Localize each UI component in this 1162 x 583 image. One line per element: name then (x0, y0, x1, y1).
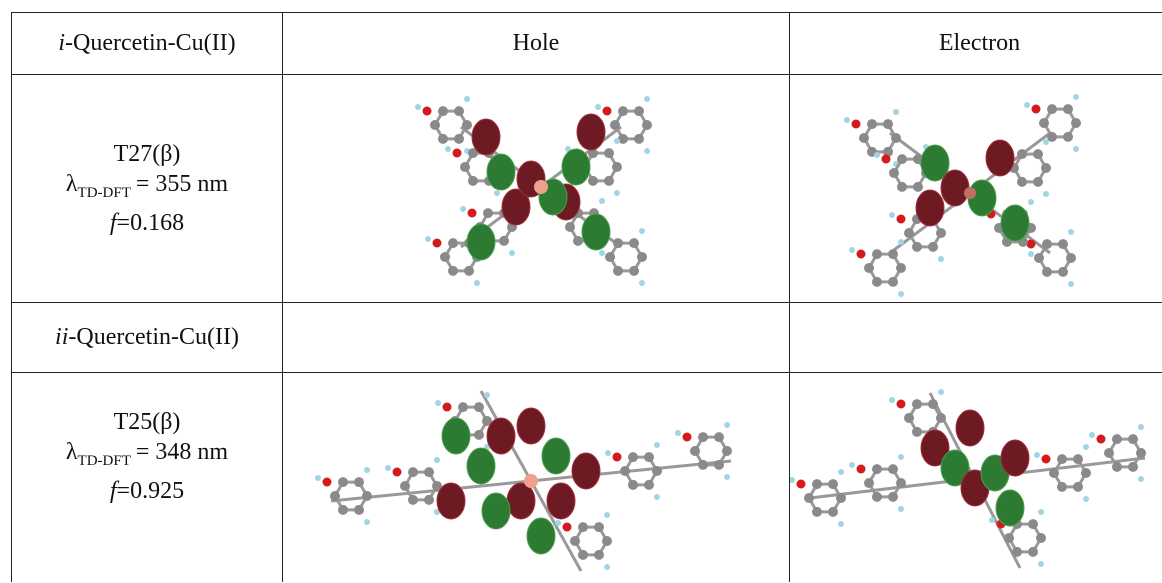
hole-image-cell (282, 74, 789, 302)
electron-image-cell (789, 74, 1162, 302)
state-cell: T25(β) λTD-DFT = 348 nm f=0.925 (11, 372, 282, 582)
header-cell: Electron (789, 12, 1162, 74)
lambda: λ (66, 439, 78, 465)
section-cell: ii-Quercetin-Cu(II) (11, 302, 282, 372)
empty-cell (282, 302, 789, 372)
f: f (110, 478, 117, 504)
lambda-value: = 355 nm (136, 171, 228, 197)
state-cell: T27(β) λTD-DFT = 355 nm f=0.168 (11, 74, 282, 302)
oscillator: f=0.925 (66, 476, 228, 506)
hole-header: Hole (513, 30, 560, 57)
molecule-image (283, 75, 790, 303)
header-cell: Hole (282, 12, 789, 74)
header-cell: i-Quercetin-Cu(II) (11, 12, 282, 74)
empty-cell (789, 302, 1162, 372)
molecule-image (790, 373, 1162, 583)
hole-image-cell (282, 372, 789, 582)
label: -Quercetin-Cu(II) (65, 30, 236, 56)
page: i-Quercetin-Cu(II) Hole Electron T27(β) … (0, 0, 1162, 575)
lambda-sub: TD-DFT (78, 453, 131, 469)
electron-image-cell (789, 372, 1162, 582)
molecule-image (283, 373, 790, 583)
f-value: =0.168 (117, 210, 185, 236)
section-prefix: ii (55, 324, 68, 350)
molecule-image (790, 75, 1162, 303)
f: f (110, 210, 117, 236)
state: T25(β) (66, 407, 228, 437)
wavelength: λTD-DFT = 355 nm (66, 169, 228, 208)
section-label: -Quercetin-Cu(II) (68, 324, 239, 350)
electron-header: Electron (939, 30, 1020, 57)
lambda-value: = 348 nm (136, 439, 228, 465)
wavelength: λTD-DFT = 348 nm (66, 437, 228, 476)
lambda: λ (66, 171, 78, 197)
lambda-sub: TD-DFT (78, 185, 131, 201)
state: T27(β) (66, 139, 228, 169)
oscillator: f=0.168 (66, 208, 228, 238)
f-value: =0.925 (117, 478, 185, 504)
